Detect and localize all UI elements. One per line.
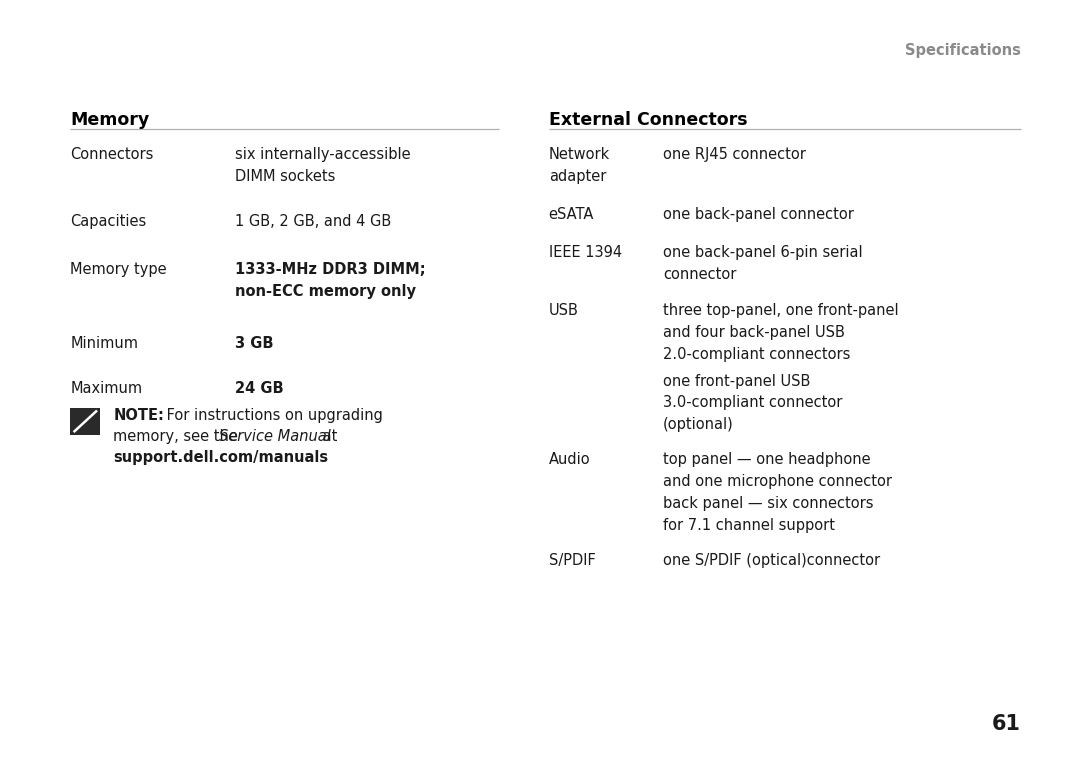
Text: IEEE 1394: IEEE 1394: [549, 245, 622, 260]
Text: Minimum: Minimum: [70, 336, 138, 351]
FancyBboxPatch shape: [70, 408, 100, 435]
Text: one front-panel USB
3.0-compliant connector
(optional): one front-panel USB 3.0-compliant connec…: [663, 374, 842, 432]
Text: one back-panel 6-pin serial
connector: one back-panel 6-pin serial connector: [663, 245, 863, 282]
Text: support.dell.com/manuals: support.dell.com/manuals: [113, 450, 328, 466]
Text: NOTE:: NOTE:: [113, 408, 164, 423]
Text: memory, see the: memory, see the: [113, 429, 243, 444]
Text: one S/PDIF (optical)connector: one S/PDIF (optical)connector: [663, 553, 880, 568]
Text: Service Manual: Service Manual: [219, 429, 332, 444]
Text: 24 GB: 24 GB: [235, 381, 284, 397]
Text: Maximum: Maximum: [70, 381, 143, 397]
Text: .: .: [275, 450, 280, 466]
Text: Audio: Audio: [549, 452, 591, 467]
Text: one back-panel connector: one back-panel connector: [663, 207, 854, 222]
Text: External Connectors: External Connectors: [549, 111, 747, 129]
Text: eSATA: eSATA: [549, 207, 594, 222]
Text: USB: USB: [549, 303, 579, 319]
Text: 3 GB: 3 GB: [235, 336, 274, 351]
Text: For instructions on upgrading: For instructions on upgrading: [162, 408, 383, 423]
Text: S/PDIF: S/PDIF: [549, 553, 595, 568]
Text: 61: 61: [991, 714, 1021, 734]
Text: six internally-accessible
DIMM sockets: six internally-accessible DIMM sockets: [235, 147, 411, 184]
Text: Capacities: Capacities: [70, 214, 147, 230]
Text: back panel — six connectors
for 7.1 channel support: back panel — six connectors for 7.1 chan…: [663, 496, 874, 533]
Text: Connectors: Connectors: [70, 147, 153, 162]
Text: 1333-MHz DDR3 DIMM;
non-ECC memory only: 1333-MHz DDR3 DIMM; non-ECC memory only: [235, 262, 427, 299]
Text: Memory: Memory: [70, 111, 149, 129]
Text: three top-panel, one front-panel
and four back-panel USB
2.0-compliant connector: three top-panel, one front-panel and fou…: [663, 303, 899, 362]
Text: Memory type: Memory type: [70, 262, 166, 277]
Text: at: at: [318, 429, 337, 444]
Text: 1 GB, 2 GB, and 4 GB: 1 GB, 2 GB, and 4 GB: [235, 214, 392, 230]
Text: one RJ45 connector: one RJ45 connector: [663, 147, 806, 162]
Text: top panel — one headphone
and one microphone connector: top panel — one headphone and one microp…: [663, 452, 892, 489]
Text: Specifications: Specifications: [905, 43, 1021, 58]
Text: Network
adapter: Network adapter: [549, 147, 610, 184]
